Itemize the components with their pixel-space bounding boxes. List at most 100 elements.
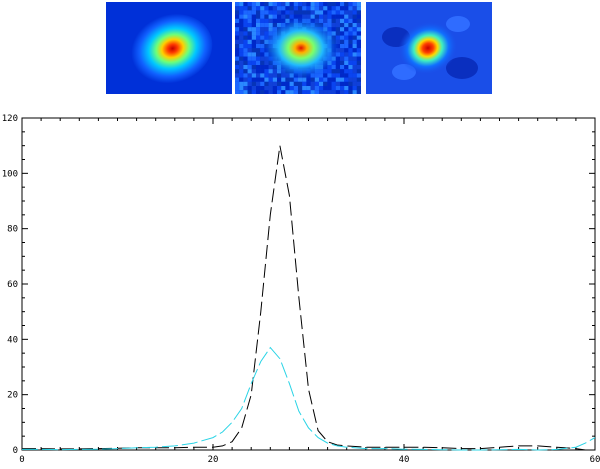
x-tick-label: 0 — [19, 455, 24, 465]
noise-pixel — [247, 90, 252, 94]
noise-pixel — [348, 60, 353, 65]
noise-pixel — [323, 18, 328, 23]
noise-pixel — [239, 10, 244, 15]
noise-pixel — [289, 90, 294, 94]
noise-pixel — [281, 90, 286, 94]
noise-pixel — [243, 77, 248, 82]
noise-pixel — [235, 73, 240, 78]
noise-pixel — [348, 18, 353, 23]
noise-pixel — [310, 90, 315, 94]
noise-pixel — [298, 90, 303, 94]
noise-pixel — [348, 31, 353, 36]
noise-pixel — [235, 65, 240, 70]
noise-pixel — [264, 27, 269, 32]
noise-pixel — [335, 2, 340, 7]
noise-pixel — [247, 44, 252, 49]
noise-pixel — [285, 90, 290, 94]
noise-pixel — [264, 81, 269, 86]
noise-pixel — [243, 48, 248, 53]
noise-pixel — [293, 86, 298, 91]
noise-pixel — [319, 86, 324, 91]
noise-pixel — [268, 10, 273, 15]
noise-pixel — [239, 14, 244, 19]
noise-pixel — [264, 73, 269, 78]
noise-pixel — [340, 39, 345, 44]
noise-pixel — [314, 14, 319, 19]
noise-pixel — [356, 18, 361, 23]
noise-pixel — [331, 14, 336, 19]
noise-pixel — [335, 73, 340, 78]
noise-pixel — [344, 44, 349, 49]
noise-pixel — [319, 10, 324, 15]
noise-pixel — [352, 52, 357, 57]
noise-pixel — [356, 69, 361, 74]
noise-pixel — [260, 2, 265, 7]
plot-frame — [21, 117, 596, 451]
noise-pixel — [352, 2, 357, 7]
noise-pixel — [323, 81, 328, 86]
noise-pixel — [268, 86, 273, 91]
noise-pixel — [344, 69, 349, 74]
noise-pixel — [327, 86, 332, 91]
noise-pixel — [344, 60, 349, 65]
noise-pixel — [293, 2, 298, 7]
noise-pixel — [243, 56, 248, 61]
noise-pixel — [277, 77, 282, 82]
noise-pixel — [239, 23, 244, 28]
noise-pixel — [235, 60, 240, 65]
noise-pixel — [277, 81, 282, 86]
noise-pixel — [239, 35, 244, 40]
noise-pixel — [239, 90, 244, 94]
noise-pixel — [285, 86, 290, 91]
noise-pixel — [247, 35, 252, 40]
noise-pixel — [243, 18, 248, 23]
noise-pixel — [348, 52, 353, 57]
noise-pixel — [327, 18, 332, 23]
noise-pixel — [285, 6, 290, 11]
y-tick-label: 20 — [7, 391, 18, 401]
noise-pixel — [264, 77, 269, 82]
noise-pixel — [340, 73, 345, 78]
noise-pixel — [268, 14, 273, 19]
noise-pixel — [293, 90, 298, 94]
noise-pixel — [344, 81, 349, 86]
noise-pixel — [256, 27, 261, 32]
noise-pixel — [260, 27, 265, 32]
noise-pixel — [356, 27, 361, 32]
noise-pixel — [281, 10, 286, 15]
panel-image-smooth-graphic — [106, 2, 232, 94]
noise-pixel — [344, 65, 349, 70]
noise-pixel — [352, 86, 357, 91]
noise-pixel — [344, 39, 349, 44]
noise-pixel — [356, 23, 361, 28]
noise-pixel — [298, 81, 303, 86]
noise-pixel — [340, 77, 345, 82]
y-tick-label: 60 — [7, 280, 18, 290]
x-tick-label: 20 — [208, 455, 219, 465]
noise-pixel — [247, 2, 252, 7]
noise-pixel — [272, 73, 277, 78]
noise-pixel — [251, 27, 256, 32]
noise-pixel — [277, 18, 282, 23]
noise-pixel — [264, 23, 269, 28]
noise-pixel — [306, 77, 311, 82]
noise-pixel — [285, 81, 290, 86]
noise-pixel — [306, 90, 311, 94]
noise-pixel — [356, 90, 361, 94]
noise-pixel — [344, 10, 349, 15]
noise-pixel — [340, 52, 345, 57]
noise-pixel — [344, 52, 349, 57]
noise-pixel — [235, 69, 240, 74]
noise-pixel — [256, 73, 261, 78]
noise-pixel — [251, 18, 256, 23]
noise-pixel — [344, 90, 349, 94]
noise-pixel — [310, 81, 315, 86]
x-tick-label: 60 — [590, 455, 600, 465]
noise-pixel — [256, 18, 261, 23]
noise-pixel — [348, 23, 353, 28]
noise-pixel — [335, 14, 340, 19]
noise-pixel — [331, 86, 336, 91]
noise-pixel — [247, 31, 252, 36]
noise-pixel — [235, 90, 240, 94]
noise-pixel — [323, 10, 328, 15]
